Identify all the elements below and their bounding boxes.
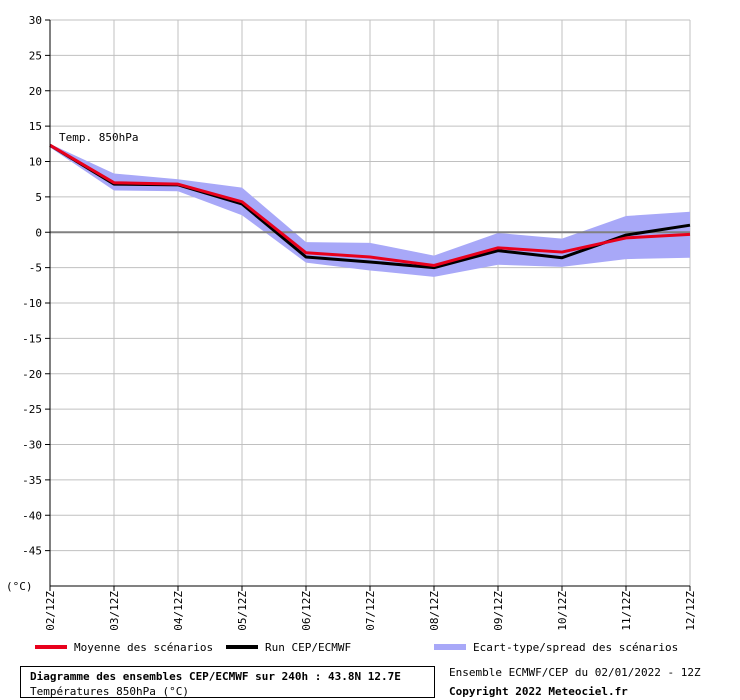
legend-label: Ecart-type/spread des scénarios (473, 641, 678, 654)
y-tick-label: 5 (35, 191, 42, 204)
grid (49, 19, 691, 586)
copyright: Copyright 2022 Meteociel.fr (449, 685, 628, 698)
legend-swatch (434, 644, 466, 650)
spread-band (50, 143, 690, 277)
x-tick-label: 12/12Z (684, 591, 697, 631)
legend: Moyenne des scénarios Run CEP/ECMWF Ecart-… (35, 641, 678, 654)
x-tick-label: 07/12Z (364, 591, 377, 631)
y-tick-label: -25 (22, 403, 42, 416)
footer-title-box: Diagramme des ensembles CEP/ECMWF sur 24… (20, 666, 435, 698)
y-tick-label: -5 (29, 262, 42, 275)
legend-swatch (35, 645, 67, 649)
x-tick-label: 09/12Z (492, 591, 505, 631)
y-tick-label: -40 (22, 509, 42, 522)
x-tick-label: 02/12Z (44, 591, 57, 631)
y-tick-label: 30 (29, 14, 42, 27)
footer-title: Diagramme des ensembles CEP/ECMWF sur 24… (30, 670, 401, 683)
y-tick-label: 15 (29, 120, 42, 133)
x-tick-label: 03/12Z (108, 591, 121, 631)
x-axis: 02/12Z 03/12Z 04/12Z 05/12Z 06/12Z 07/12Z 08/1… (44, 585, 697, 631)
spread-area (50, 143, 690, 277)
y-tick-label: -30 (22, 439, 42, 452)
legend-label: Moyenne des scénarios (74, 641, 213, 654)
chart-area: 30 25 20 15 10 5 0 -5 -10 -15 -20 -25 -30 -35 -40 -45 0… (6, 14, 697, 654)
y-tick-label: -45 (22, 545, 42, 558)
y-tick-label: -35 (22, 474, 42, 487)
y-axis: 30 25 20 15 10 5 0 -5 -10 -15 -20 -25 -30 -35 -40 -45 (22, 14, 51, 586)
x-tick-label: 10/12Z (556, 591, 569, 631)
series-line-mean (49, 143, 691, 268)
legend-label: Run CEP/ECMWF (265, 641, 351, 654)
legend-swatch (226, 645, 258, 649)
footer-subtitle: Températures 850hPa (°C) (30, 685, 189, 698)
y-tick-label: -20 (22, 368, 42, 381)
x-tick-label: 05/12Z (236, 591, 249, 631)
x-tick-label: 08/12Z (428, 591, 441, 631)
chart-annotation: Temp. 850hPa (59, 131, 138, 144)
y-tick-label: 25 (29, 49, 42, 62)
y-tick-label: 10 (29, 156, 42, 169)
y-tick-label: 0 (35, 226, 42, 239)
y-tick-label: -10 (22, 297, 42, 310)
legend-item-run: Run CEP/ECMWF (226, 641, 351, 654)
legend-item-mean: Moyenne des scénarios (35, 641, 213, 654)
y-tick-label: -15 (22, 332, 42, 345)
y-tick-label: 20 (29, 85, 42, 98)
legend-item-spread: Ecart-type/spread des scénarios (434, 641, 678, 654)
y-unit-label: (°C) (6, 580, 33, 593)
x-tick-label: 11/12Z (620, 591, 633, 631)
series-lines (49, 143, 691, 270)
x-tick-label: 04/12Z (172, 591, 185, 631)
run-info: Ensemble ECMWF/CEP du 02/01/2022 - 12Z (449, 666, 701, 679)
x-tick-label: 06/12Z (300, 591, 313, 631)
